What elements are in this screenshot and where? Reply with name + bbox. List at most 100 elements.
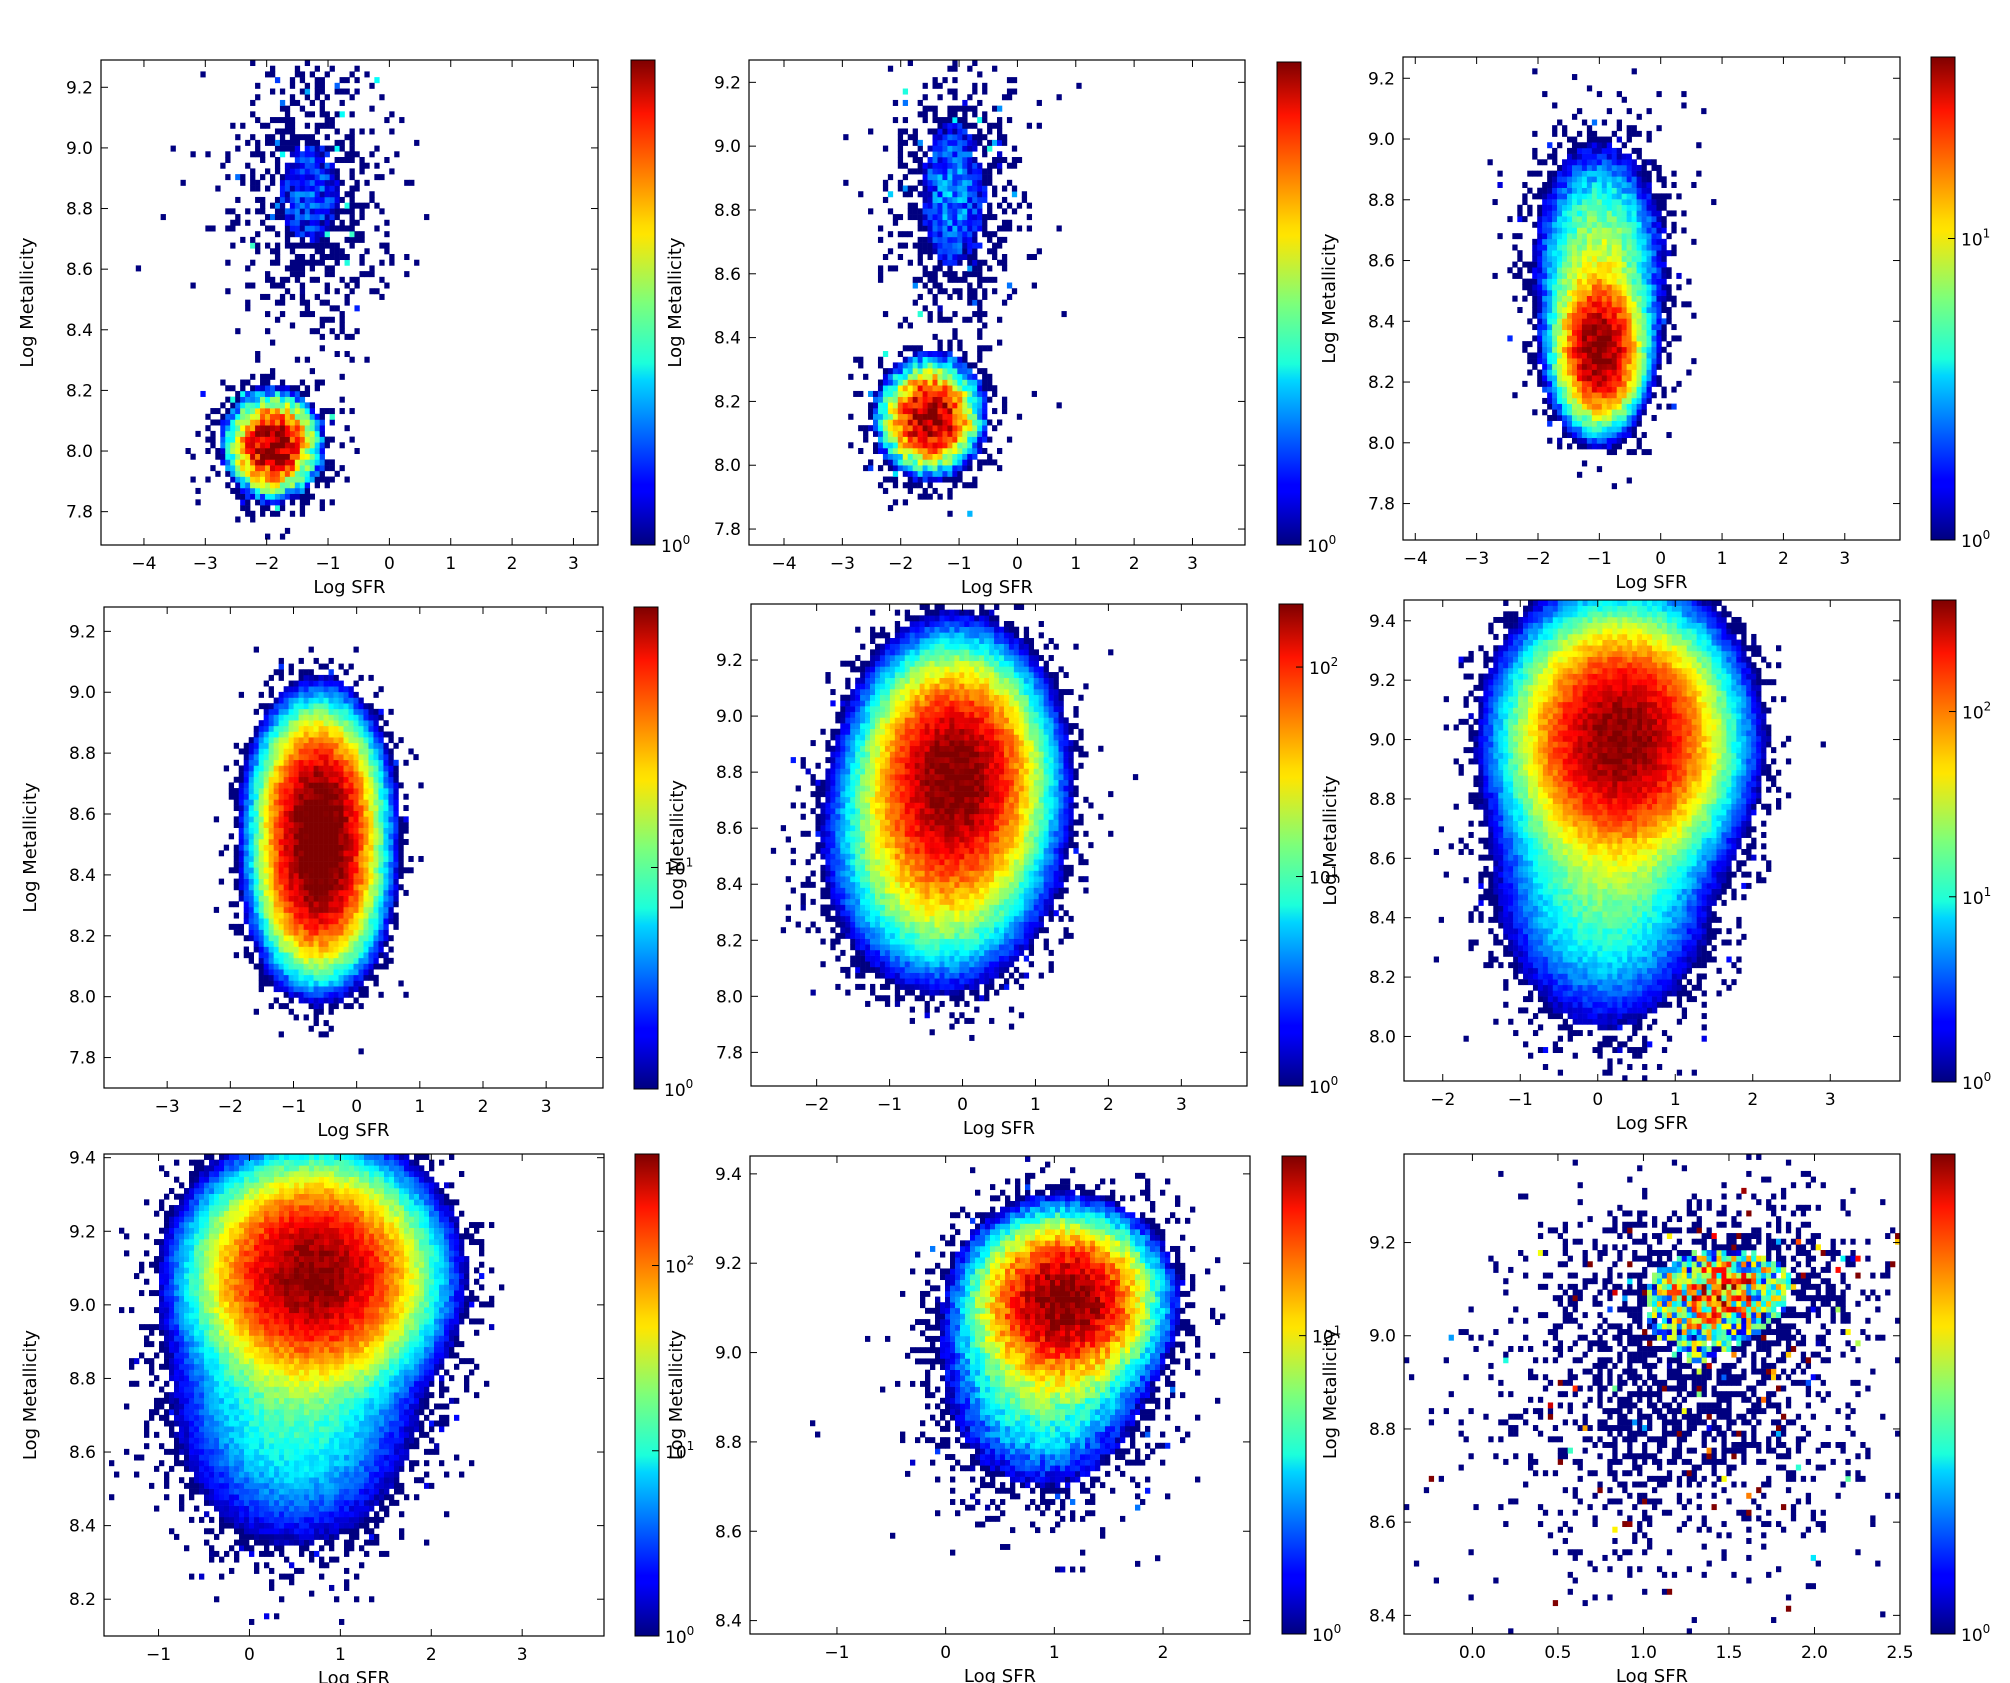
histogram-cell bbox=[1576, 193, 1583, 200]
histogram-cell bbox=[258, 805, 264, 812]
histogram-cell bbox=[1586, 426, 1593, 433]
histogram-cell bbox=[299, 379, 306, 386]
histogram-cell bbox=[1596, 358, 1603, 365]
histogram-cell bbox=[253, 889, 259, 896]
histogram-cell bbox=[917, 379, 923, 386]
histogram-cell bbox=[1576, 403, 1583, 410]
histogram-cell bbox=[957, 219, 963, 226]
histogram-cell bbox=[349, 225, 355, 232]
histogram-cell bbox=[288, 708, 294, 715]
histogram-cell bbox=[273, 737, 279, 744]
histogram-cell bbox=[1646, 159, 1652, 166]
histogram-cell bbox=[185, 448, 191, 455]
histogram-cell bbox=[338, 805, 344, 812]
histogram-cell bbox=[258, 799, 264, 806]
histogram-cell bbox=[927, 179, 933, 186]
histogram-cell bbox=[1591, 312, 1598, 319]
histogram-cell bbox=[303, 771, 309, 778]
histogram-cell bbox=[1671, 182, 1677, 188]
histogram-cell bbox=[947, 111, 953, 118]
histogram-cell bbox=[1641, 238, 1647, 245]
histogram-cell bbox=[318, 991, 324, 998]
histogram-cell bbox=[917, 470, 923, 477]
histogram-cell bbox=[279, 448, 286, 455]
histogram-cell bbox=[349, 151, 355, 158]
histogram-cell bbox=[288, 923, 294, 930]
histogram-cell bbox=[1547, 244, 1553, 251]
histogram-cell bbox=[329, 242, 335, 249]
histogram-cell bbox=[937, 419, 943, 426]
histogram-cell bbox=[248, 872, 254, 879]
histogram-cell bbox=[1621, 335, 1627, 342]
histogram-cell bbox=[1621, 352, 1627, 359]
histogram-cell bbox=[318, 1003, 324, 1010]
histogram-cell bbox=[1076, 82, 1082, 89]
histogram-cell bbox=[328, 697, 334, 704]
histogram-cell bbox=[309, 196, 316, 203]
histogram-cell bbox=[294, 157, 301, 164]
histogram-cell bbox=[1701, 108, 1707, 115]
histogram-cell bbox=[1596, 261, 1603, 268]
histogram-cell bbox=[1656, 193, 1662, 200]
histogram-cell bbox=[253, 725, 259, 732]
histogram-cell bbox=[902, 174, 909, 181]
histogram-cell bbox=[298, 810, 304, 817]
histogram-cell bbox=[977, 179, 983, 186]
histogram-cell bbox=[243, 839, 250, 845]
histogram-cell bbox=[932, 191, 938, 198]
histogram-cell bbox=[369, 82, 375, 89]
histogram-cell bbox=[273, 861, 279, 868]
histogram-cell bbox=[1562, 164, 1568, 171]
histogram-cell bbox=[258, 957, 264, 964]
histogram-cell bbox=[1571, 341, 1578, 348]
histogram-cell bbox=[882, 453, 889, 460]
histogram-cell bbox=[268, 855, 274, 862]
histogram-cell bbox=[318, 822, 324, 828]
histogram-cell bbox=[1576, 335, 1583, 342]
histogram-cell bbox=[279, 208, 286, 215]
histogram-cell bbox=[278, 663, 284, 670]
histogram-cell bbox=[982, 396, 988, 403]
histogram-cell bbox=[1552, 289, 1558, 296]
histogram-cell bbox=[942, 356, 948, 363]
histogram-cell bbox=[1061, 311, 1067, 318]
histogram-cell bbox=[1591, 119, 1598, 126]
histogram-cell bbox=[273, 833, 279, 840]
histogram-cell bbox=[319, 322, 325, 329]
histogram-cell bbox=[293, 986, 299, 993]
histogram-cell bbox=[265, 487, 271, 494]
histogram-cell bbox=[962, 162, 968, 169]
histogram-cell bbox=[912, 214, 918, 221]
histogram-cell bbox=[250, 453, 256, 460]
histogram-cell bbox=[1616, 261, 1622, 268]
histogram-cell bbox=[235, 425, 241, 432]
histogram-cell bbox=[932, 351, 938, 358]
histogram-cell bbox=[258, 731, 264, 738]
histogram-cell bbox=[265, 505, 271, 512]
histogram-cell bbox=[253, 884, 259, 891]
histogram-cell bbox=[972, 413, 978, 420]
histogram-cell bbox=[265, 390, 271, 397]
histogram-cell bbox=[313, 878, 319, 885]
histogram-cell bbox=[1651, 244, 1657, 251]
histogram-cell bbox=[1666, 358, 1672, 365]
y-tick-label: 8.2 bbox=[1368, 373, 1395, 393]
histogram-cell bbox=[354, 185, 360, 192]
histogram-cell bbox=[278, 782, 284, 789]
histogram-cell bbox=[1661, 267, 1667, 274]
histogram-cell bbox=[349, 168, 355, 175]
histogram-cell bbox=[937, 231, 943, 238]
histogram-cell bbox=[268, 748, 274, 755]
histogram-cell bbox=[937, 390, 943, 397]
histogram-cell bbox=[1571, 227, 1578, 234]
histogram-cell bbox=[279, 293, 286, 300]
histogram-cell bbox=[942, 259, 948, 266]
histogram-cell bbox=[1567, 426, 1573, 433]
histogram-cell bbox=[932, 196, 938, 203]
histogram-cell bbox=[1606, 272, 1613, 279]
histogram-cell bbox=[868, 408, 874, 415]
histogram-cell bbox=[1542, 159, 1548, 166]
histogram-cell bbox=[248, 748, 254, 755]
histogram-cell bbox=[333, 748, 339, 755]
histogram-cell bbox=[289, 293, 296, 300]
